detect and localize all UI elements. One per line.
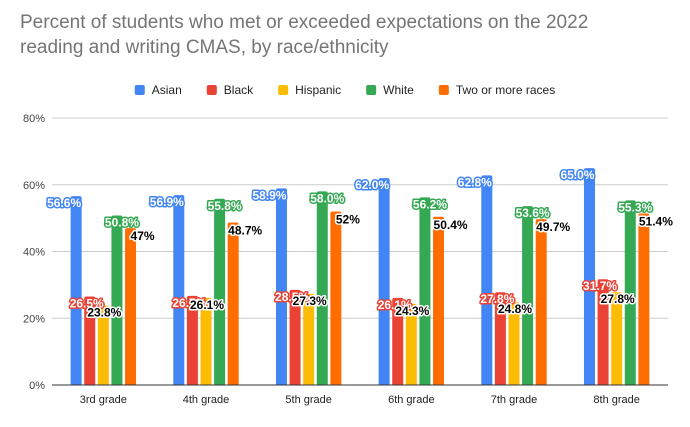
bar-black [392, 297, 404, 385]
bar-asian [275, 188, 287, 385]
bar-black [494, 292, 506, 385]
y-tick-label: 80% [23, 113, 45, 125]
data-label-two-or-more-races: 51.4% [639, 214, 673, 228]
data-label-black: 28.5% [275, 290, 309, 304]
data-label-two-or-more-races: 50.4% [434, 218, 468, 232]
legend-item-two-or-more-races[interactable]: Two or more races [438, 83, 555, 97]
legend-swatch [278, 85, 289, 95]
bar-hispanic [303, 293, 315, 385]
data-label-asian: 56.9% [150, 195, 184, 209]
data-label-white: 58.0% [310, 191, 344, 205]
bar-hispanic [405, 303, 417, 385]
y-tick-label: 40% [23, 247, 45, 259]
legend-item-asian[interactable]: Asian [134, 83, 182, 97]
data-label-hispanic: 24.3% [395, 304, 429, 318]
bar-black [597, 279, 609, 385]
legend-swatch [366, 85, 377, 95]
legend-swatch [438, 85, 449, 95]
legend-swatch [134, 85, 145, 95]
bar-black [84, 296, 96, 385]
bar-hispanic [200, 297, 212, 385]
axes: 0% 20% 40% 60% 80% 3rd grade 4th grade 5th grad… [23, 113, 668, 406]
bar-white [419, 197, 431, 385]
data-label-black: 31.7% [583, 279, 617, 293]
x-tick-label: 5th grade [285, 394, 331, 406]
data-label-black: 27.8% [480, 292, 514, 306]
data-label-hispanic: 27.3% [293, 294, 327, 308]
y-tick-label: 0% [29, 380, 45, 392]
data-label-black: 26.7% [172, 296, 206, 310]
gridlines [52, 117, 668, 319]
data-label-two-or-more-races: 47% [131, 229, 155, 243]
data-label-hispanic: 23.8% [87, 306, 121, 320]
bar-two-or-more-races [125, 228, 137, 385]
bar-two-or-more-races [433, 216, 445, 385]
data-label-two-or-more-races: 48.7% [228, 223, 262, 237]
y-tick-label: 60% [23, 180, 45, 192]
data-label-hispanic: 24.8% [498, 302, 532, 316]
y-tick-label: 20% [23, 313, 45, 325]
bar-asian [173, 195, 185, 385]
data-label-two-or-more-races: 49.7% [536, 220, 570, 234]
x-tick-label: 8th grade [593, 394, 639, 406]
data-label-black: 26.1% [378, 298, 412, 312]
legend-item-hispanic[interactable]: Hispanic [278, 83, 341, 97]
legend-label: Asian [152, 83, 182, 97]
data-labels: 56.6%26.5%23.8%50.8%47%56.9%26.7%26.1%55… [46, 167, 675, 322]
data-label-hispanic: 27.8% [601, 292, 635, 306]
x-tick-label: 6th grade [388, 394, 434, 406]
bar-two-or-more-races [535, 219, 547, 385]
data-label-asian: 62.8% [458, 175, 492, 189]
legend: Asian Black Hispanic White Two or more races [134, 83, 555, 97]
bar-two-or-more-races [330, 211, 342, 385]
bar-two-or-more-races [227, 222, 239, 385]
bar-white [214, 198, 226, 385]
x-tick-label: 4th grade [183, 394, 229, 406]
data-label-white: 55.8% [208, 199, 242, 213]
legend-label: Two or more races [456, 83, 555, 97]
legend-item-white[interactable]: White [366, 83, 414, 97]
legend-label: Black [224, 83, 254, 97]
data-label-white: 56.2% [413, 197, 447, 211]
bar-hispanic [611, 292, 623, 385]
bar-white [111, 215, 123, 385]
legend-swatch [206, 85, 217, 95]
legend-label: Hispanic [295, 83, 341, 97]
bar-white [522, 206, 534, 385]
data-label-two-or-more-races: 52% [336, 212, 360, 226]
bar-asian [378, 178, 390, 385]
data-label-hispanic: 26.1% [190, 298, 224, 312]
x-tick-label: 7th grade [491, 394, 537, 406]
bars [70, 168, 650, 385]
data-label-white: 50.8% [105, 215, 139, 229]
bar-asian [583, 168, 595, 385]
bar-two-or-more-races [638, 213, 650, 385]
data-label-white: 53.6% [516, 206, 550, 220]
bar-white [316, 191, 328, 385]
bar-asian [70, 196, 82, 385]
bar-asian [481, 175, 493, 385]
data-label-asian: 56.6% [47, 196, 81, 210]
data-label-white: 55.3% [618, 200, 652, 214]
bar-hispanic [508, 302, 520, 385]
data-label-asian: 65.0% [560, 168, 594, 182]
legend-item-black[interactable]: Black [206, 83, 254, 97]
bar-black [289, 289, 301, 385]
x-tick-label: 3rd grade [80, 394, 127, 406]
bar-hispanic [97, 305, 109, 385]
chart-title-line-2: reading and writing CMAS, by race/ethnic… [20, 37, 389, 58]
chart-title-line-1: Percent of students who met or exceeded … [20, 12, 589, 33]
bar-black [186, 295, 198, 385]
data-label-asian: 62.0% [355, 178, 389, 192]
legend-label: White [383, 83, 414, 97]
data-label-asian: 58.9% [252, 188, 286, 202]
data-label-black: 26.5% [70, 297, 104, 311]
bar-white [624, 200, 636, 385]
chart-title: Percent of students who met or exceeded … [20, 10, 670, 60]
